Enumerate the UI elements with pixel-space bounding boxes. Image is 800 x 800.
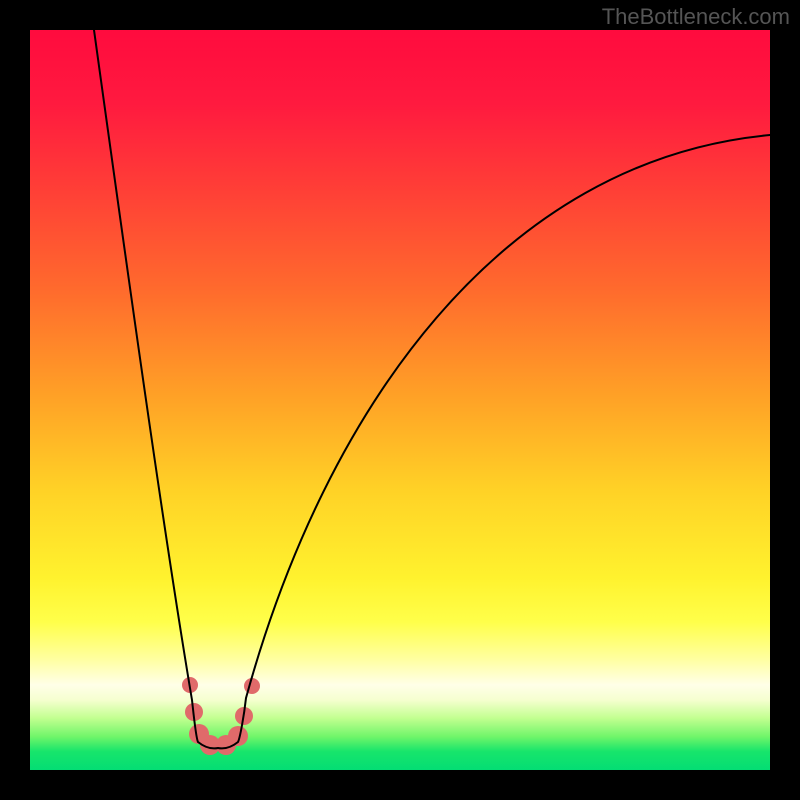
bottleneck-chart-svg	[0, 0, 800, 800]
chart-stage: TheBottleneck.com	[0, 0, 800, 800]
gradient-background	[30, 30, 770, 770]
watermark-text: TheBottleneck.com	[602, 4, 790, 30]
